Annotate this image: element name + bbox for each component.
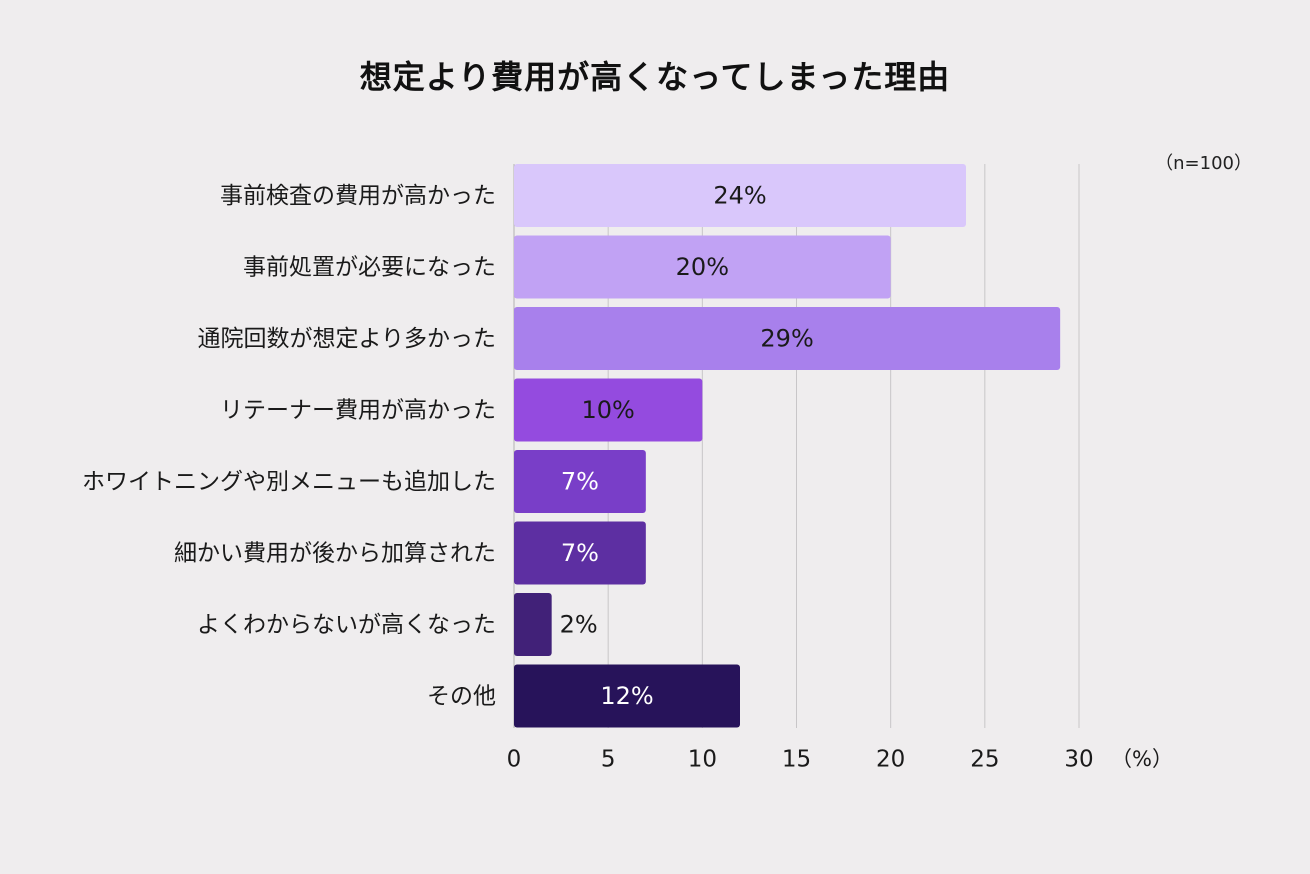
category-label: ホワイトニングや別メニューも追加した bbox=[82, 469, 496, 495]
x-axis-ticks: 0 5 10 15 20 25 30 bbox=[507, 747, 1094, 773]
bar bbox=[514, 450, 646, 513]
data-label: 12% bbox=[600, 682, 653, 710]
bar bbox=[514, 378, 703, 442]
bar bbox=[514, 593, 552, 656]
sample-size-note: （n=100） bbox=[1155, 153, 1252, 174]
bar bbox=[514, 235, 891, 299]
x-axis-unit-label: （%） bbox=[1111, 747, 1173, 771]
data-label: 7% bbox=[561, 539, 599, 567]
x-tick-label: 25 bbox=[970, 747, 999, 773]
data-label: 29% bbox=[760, 325, 813, 353]
x-tick-label: 30 bbox=[1064, 747, 1093, 773]
bar bbox=[514, 521, 646, 585]
category-label: 事前処置が必要になった bbox=[243, 255, 496, 281]
category-label: 事前検査の費用が高かった bbox=[220, 183, 496, 209]
bar bbox=[514, 307, 1061, 370]
bar bbox=[514, 164, 966, 227]
data-label: 24% bbox=[713, 182, 766, 210]
category-label: その他 bbox=[427, 684, 496, 710]
gridlines bbox=[607, 164, 1080, 728]
category-label: よくわからないが高くなった bbox=[197, 612, 496, 638]
chart-title: 想定より費用が高くなってしまった理由 bbox=[359, 58, 951, 96]
x-tick-label: 20 bbox=[876, 747, 905, 773]
bar bbox=[514, 664, 740, 728]
category-label: 通院回数が想定より多かった bbox=[197, 326, 496, 352]
bars: 事前検査の費用が高かった 24% 事前処置が必要になった 20% 通院回数が想定より多か… bbox=[82, 164, 1061, 728]
x-tick-label: 0 bbox=[507, 747, 522, 773]
category-label: 細かい費用が後から加算された bbox=[174, 541, 496, 567]
data-label: 20% bbox=[676, 253, 729, 281]
x-tick-label: 10 bbox=[688, 747, 717, 773]
category-label: リテーナー費用が高かった bbox=[220, 398, 496, 424]
data-label: 7% bbox=[561, 468, 599, 496]
data-label: 10% bbox=[581, 396, 634, 424]
x-tick-label: 15 bbox=[782, 747, 811, 773]
data-label: 2% bbox=[560, 611, 598, 639]
x-tick-label: 5 bbox=[601, 747, 616, 773]
